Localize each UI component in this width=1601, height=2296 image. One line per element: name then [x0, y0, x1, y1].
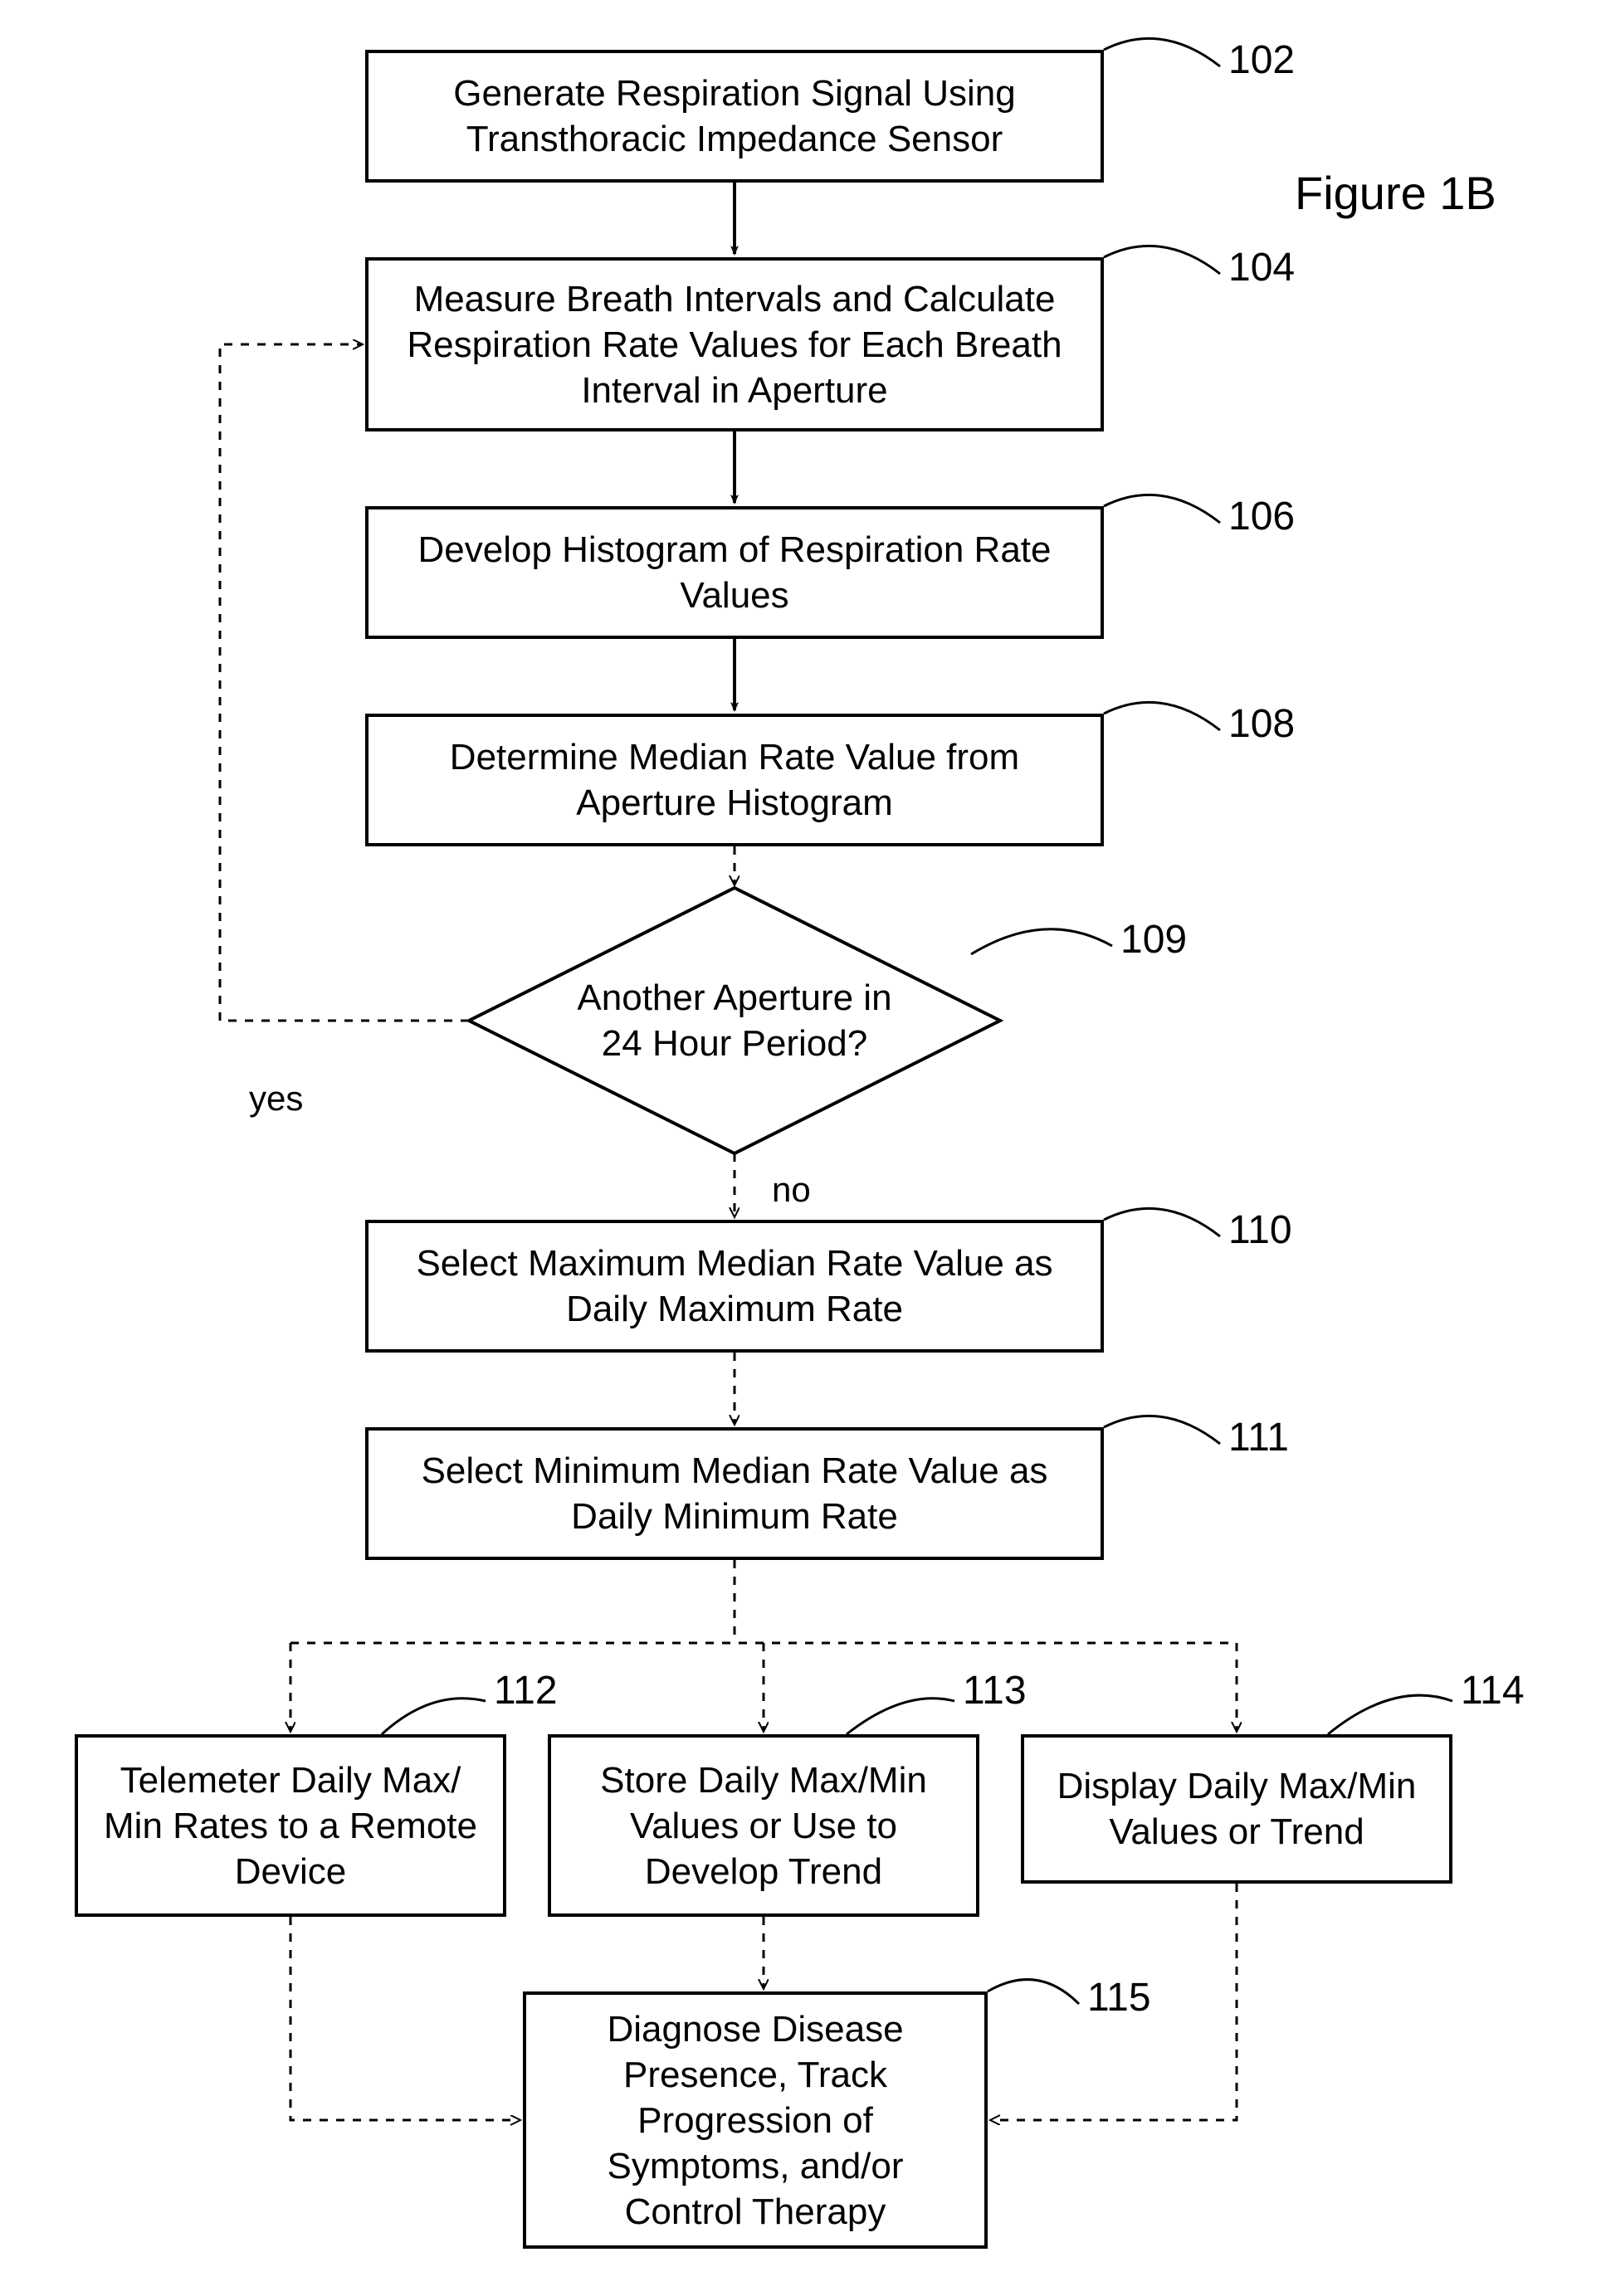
box-text: Generate Respiration Signal Using Transt… [388, 71, 1081, 162]
ref-label-114: 114 [1461, 1668, 1525, 1713]
process-box-104: Measure Breath Intervals and Calculate R… [365, 257, 1104, 431]
flowchart-canvas: Generate Respiration Signal Using Transt… [0, 0, 1601, 2296]
box-text: Select Minimum Median Rate Value as Dail… [388, 1448, 1081, 1539]
process-box-115: Diagnose Disease Presence, Track Progres… [523, 1991, 988, 2249]
ref-label-109: 109 [1120, 917, 1187, 963]
process-box-114: Display Daily Max/Min Values or Trend [1021, 1734, 1452, 1884]
process-box-110: Select Maximum Median Rate Value as Dail… [365, 1220, 1104, 1353]
ref-label-102: 102 [1228, 37, 1295, 83]
box-text: Develop Histogram of Respiration Rate Va… [388, 527, 1081, 618]
box-text: Select Maximum Median Rate Value as Dail… [388, 1241, 1081, 1332]
process-box-106: Develop Histogram of Respiration Rate Va… [365, 506, 1104, 639]
ref-label-111: 111 [1228, 1415, 1289, 1460]
ref-label-112: 112 [494, 1668, 558, 1713]
ref-label-106: 106 [1228, 494, 1295, 539]
ref-label-110: 110 [1228, 1207, 1292, 1253]
box-text: Diagnose Disease Presence, Track Progres… [546, 2006, 964, 2235]
ref-label-115: 115 [1087, 1975, 1151, 2021]
box-text: Measure Breath Intervals and Calculate R… [388, 276, 1081, 413]
decision-109-text-wrap: Another Aperture in 24 Hour Period? [552, 954, 917, 1087]
process-box-112: Telemeter Daily Max/ Min Rates to a Remo… [75, 1734, 506, 1917]
process-box-102: Generate Respiration Signal Using Transt… [365, 50, 1104, 183]
box-text: Another Aperture in 24 Hour Period? [560, 975, 909, 1066]
box-text: Display Daily Max/Min Values or Trend [1044, 1763, 1429, 1855]
box-text: Telemeter Daily Max/ Min Rates to a Remo… [98, 1757, 483, 1894]
edge-label-no: no [772, 1170, 811, 1210]
ref-label-113: 113 [963, 1668, 1027, 1713]
process-box-111: Select Minimum Median Rate Value as Dail… [365, 1427, 1104, 1560]
edge-label-yes: yes [249, 1079, 303, 1119]
box-text: Store Daily Max/Min Values or Use to Dev… [571, 1757, 956, 1894]
ref-label-104: 104 [1228, 245, 1295, 290]
ref-label-108: 108 [1228, 701, 1295, 747]
box-text: Determine Median Rate Value from Apertur… [388, 734, 1081, 826]
figure-label: Figure 1B [1295, 166, 1496, 220]
process-box-113: Store Daily Max/Min Values or Use to Dev… [548, 1734, 979, 1917]
process-box-108: Determine Median Rate Value from Apertur… [365, 714, 1104, 846]
